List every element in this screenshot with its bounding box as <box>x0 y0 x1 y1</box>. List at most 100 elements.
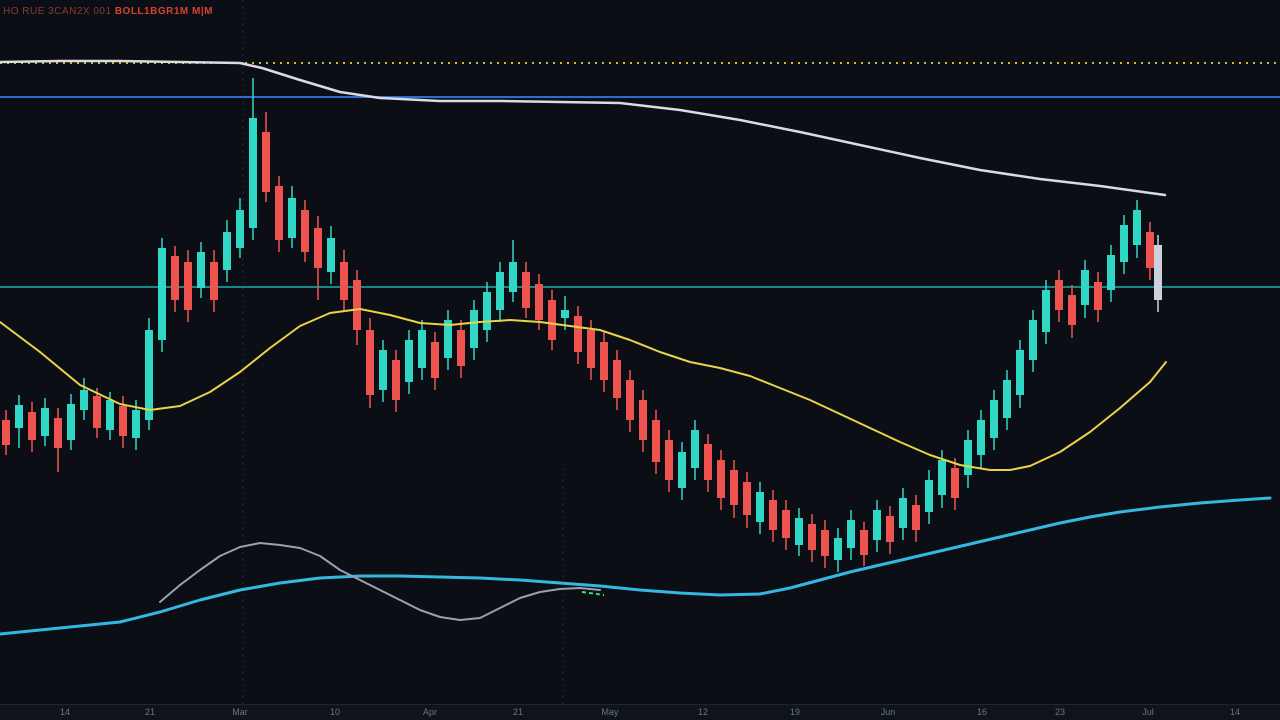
time-axis[interactable]: 14 21 Mar 10 Apr 21 May 12 19 Jun 16 23 Jul 14 <box>0 704 1280 720</box>
candle-body <box>106 400 114 430</box>
candle-body <box>1042 290 1050 332</box>
candle-body <box>470 310 478 348</box>
candle-body <box>1055 280 1063 310</box>
candle-body <box>197 252 205 288</box>
time-axis-tick: 21 <box>512 707 524 717</box>
candle-body <box>457 330 465 366</box>
candle-body <box>288 198 296 238</box>
candle-body <box>1016 350 1024 395</box>
candle-body <box>1068 295 1076 325</box>
candle-body <box>496 272 504 310</box>
candle-body <box>158 248 166 340</box>
chart-legend: HO RUE 3CAN2X 001 BOLL1BGR1M M|M <box>3 6 213 17</box>
candle-body <box>15 405 23 428</box>
ma-gray-squiggle <box>159 542 601 621</box>
candle-body <box>548 300 556 340</box>
candle-body <box>54 418 62 448</box>
candle-body <box>678 452 686 488</box>
candle-body <box>1154 245 1162 300</box>
candle-body <box>977 420 985 455</box>
legend-symbol-text: HO RUE 3CAN2X 001 <box>3 6 112 17</box>
candle-body <box>314 228 322 268</box>
candle-body <box>821 530 829 556</box>
candle-body <box>535 284 543 320</box>
time-axis-tick: 16 <box>976 707 988 717</box>
ma-yellow <box>0 308 1167 471</box>
candle-body <box>93 396 101 428</box>
candle-body <box>41 408 49 436</box>
candle-body <box>1094 282 1102 310</box>
candle-body <box>886 516 894 542</box>
candle-body <box>1146 232 1154 268</box>
candle-body <box>184 262 192 310</box>
legend-indicator-text: BOLL1BGR1M M|M <box>114 6 213 17</box>
candle-body <box>808 524 816 550</box>
candle-body <box>912 505 920 530</box>
candle-body <box>1133 210 1141 245</box>
candle-body <box>587 330 595 368</box>
time-axis-tick: Mar <box>232 707 248 717</box>
candle-body <box>509 262 517 292</box>
candle-body <box>418 330 426 368</box>
time-axis-tick: May <box>601 707 619 717</box>
candle-body <box>964 440 972 475</box>
candle-body <box>1029 320 1037 360</box>
candle-body <box>28 412 36 440</box>
candle-body <box>236 210 244 248</box>
candle-body <box>522 272 530 308</box>
time-axis-tick: Jul <box>1142 707 1154 717</box>
candle-body <box>132 410 140 438</box>
candle-body <box>444 320 452 358</box>
candle-body <box>990 400 998 438</box>
candle-body <box>743 482 751 515</box>
candle-body <box>301 210 309 252</box>
candle-body <box>80 390 88 410</box>
candle-body <box>873 510 881 540</box>
candle-body <box>353 280 361 330</box>
candle-body <box>392 360 400 400</box>
candle-body <box>691 430 699 468</box>
time-axis-tick: Jun <box>880 707 896 717</box>
candle-body <box>210 262 218 300</box>
candle-body <box>483 292 491 330</box>
time-axis-tick: Apr <box>422 707 438 717</box>
candle-body <box>405 340 413 382</box>
time-axis-tick: 23 <box>1054 707 1066 717</box>
candle-body <box>613 360 621 398</box>
candle-body <box>730 470 738 505</box>
candle-body <box>665 440 673 480</box>
candle-body <box>2 420 10 445</box>
time-axis-tick: 21 <box>144 707 156 717</box>
candle-body <box>639 400 647 440</box>
candle-body <box>249 118 257 228</box>
candle-body <box>834 538 842 560</box>
candle-body <box>262 132 270 192</box>
indicator-dash-segment <box>581 591 605 596</box>
candle-body <box>379 350 387 390</box>
candle-body <box>899 498 907 528</box>
time-axis-tick: 10 <box>329 707 341 717</box>
candle-body <box>119 406 127 436</box>
candle-body <box>1081 270 1089 305</box>
time-axis-tick: 14 <box>59 707 71 717</box>
candle-body <box>1107 255 1115 290</box>
candle-body <box>145 330 153 420</box>
candle-body <box>717 460 725 498</box>
candle-body <box>795 518 803 545</box>
candle-body <box>704 444 712 480</box>
candle-body <box>1003 380 1011 418</box>
time-axis-tick: 19 <box>789 707 801 717</box>
candle-body <box>626 380 634 420</box>
ma-cyan-lower <box>0 496 1272 636</box>
candle-body <box>600 342 608 380</box>
time-axis-tick: 12 <box>697 707 709 717</box>
candle-body <box>782 510 790 538</box>
candle-body <box>366 330 374 395</box>
candle-body <box>847 520 855 548</box>
candle-body <box>275 186 283 240</box>
candle-body <box>67 404 75 440</box>
candle-body <box>431 342 439 378</box>
